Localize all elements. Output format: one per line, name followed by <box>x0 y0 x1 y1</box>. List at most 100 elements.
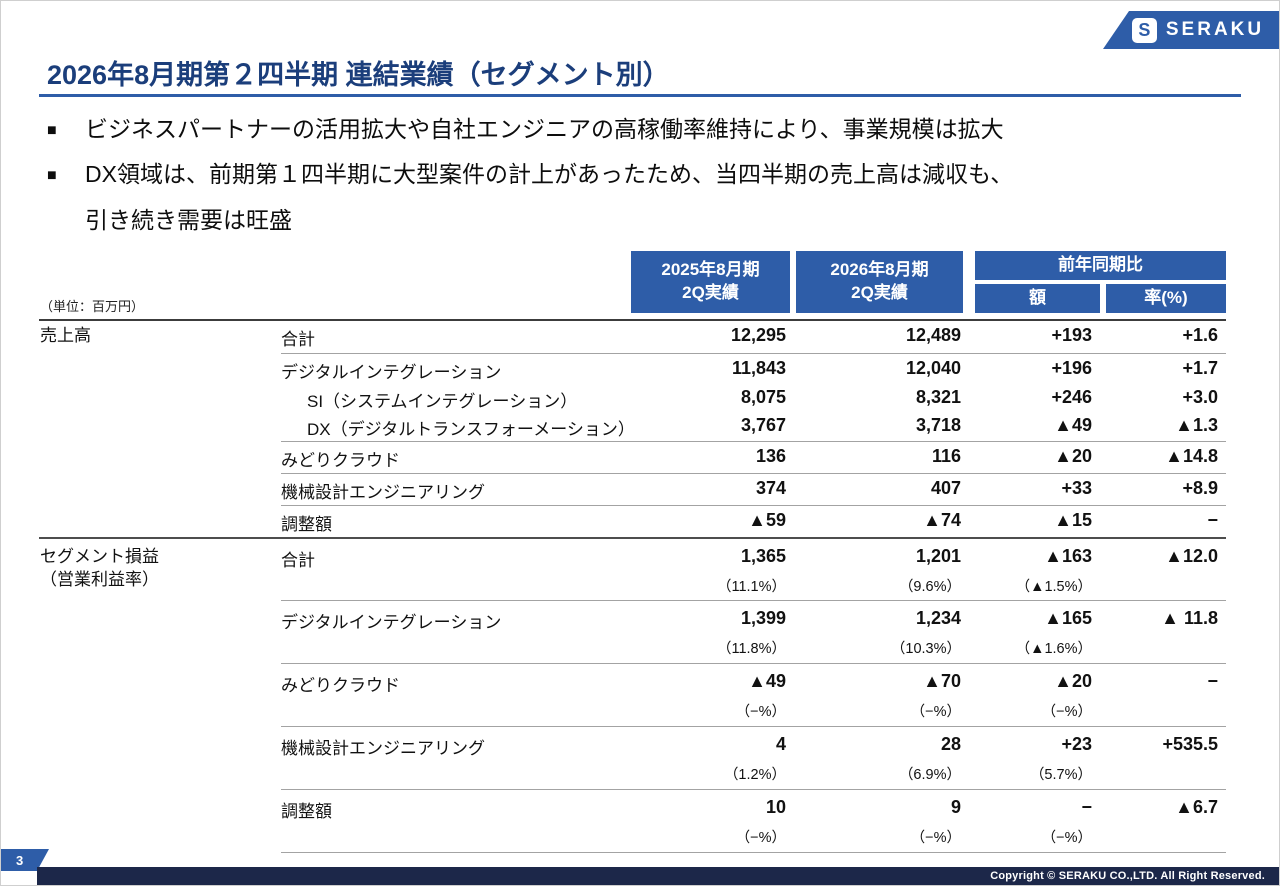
row-value: 10 （−%） <box>631 789 796 852</box>
table-row: 調整額 10 （−%） 9 （−%） − （−%） ▲6.7 <box>39 789 1226 852</box>
value-number: 12,295 <box>730 325 786 345</box>
row-value: − <box>1106 663 1226 726</box>
row-value: − <box>1106 505 1226 537</box>
value-number: 116 <box>931 446 961 466</box>
row-value: ▲74 <box>796 505 969 537</box>
row-group-label <box>39 505 281 537</box>
row-value: 12,040 <box>796 353 969 385</box>
value-margin-rate: （−%） <box>910 704 961 720</box>
col-header-yoy: 前年同期比 <box>975 251 1226 280</box>
value-number: 9 <box>950 797 961 817</box>
table-row: 機械設計エンジニアリング 4 （1.2%） 28 （6.9%） +23 （5.7%） +535… <box>39 726 1226 789</box>
row-group-label: 売上高 <box>40 326 91 345</box>
page-title: 2026年8月期第２四半期 連結業績（セグメント別） <box>47 60 670 90</box>
row-value: 1,234 （10.3%） <box>796 600 969 663</box>
value-number: 10 <box>765 797 786 817</box>
value-number: ▲49 <box>1054 415 1092 435</box>
col-header-2025-line2: 2Q実績 <box>682 283 739 302</box>
row-value: 11,843 <box>631 353 796 385</box>
row-group-label <box>39 789 281 852</box>
bullet-item: ■ ビジネスパートナーの活用拡大や自社エンジニアの高稼働率維持により、事業規模は拡… <box>47 113 1227 146</box>
row-value: 3,718 <box>796 413 969 441</box>
value-number: 28 <box>940 734 961 754</box>
row-value: ▲59 <box>631 505 796 537</box>
value-margin-rate: （−%） <box>1041 704 1092 720</box>
row-label: 機械設計エンジニアリング <box>281 473 631 505</box>
bullet-item: 引き続き需要は旺盛 <box>47 204 1227 237</box>
col-header-2025-line1: 2025年8月期 <box>661 260 760 280</box>
row-value: ▲ 11.8 <box>1106 600 1226 663</box>
table-row: デジタルインテグレーション 1,399 （11.8%） 1,234 （10.3%） ▲16… <box>39 600 1226 663</box>
row-label: 調整額 <box>281 789 631 852</box>
logo-text: SERAKU <box>1165 19 1265 40</box>
row-group-label <box>39 441 281 473</box>
value-number: 3,718 <box>915 415 961 435</box>
value-number: 4 <box>775 734 786 754</box>
row-value: ▲49 （−%） <box>631 663 796 726</box>
row-value: +3.0 <box>1106 385 1226 413</box>
value-number: 136 <box>755 446 786 466</box>
value-number: ▲74 <box>923 510 961 530</box>
value-number: ▲70 <box>923 671 961 691</box>
table-row: デジタルインテグレーション 11,843 12,040 +196 +1.7 <box>39 353 1226 385</box>
value-margin-rate: （▲1.6%） <box>1015 641 1092 657</box>
row-group-label <box>39 353 281 385</box>
table-row: みどりクラウド ▲49 （−%） ▲70 （−%） ▲20 （−%） − <box>39 663 1226 726</box>
value-number: 12,489 <box>905 325 961 345</box>
value-number: ▲165 <box>1044 608 1092 628</box>
row-value: 1,399 （11.8%） <box>631 600 796 663</box>
row-value: 407 <box>796 473 969 505</box>
value-margin-rate: （10.3%） <box>890 641 961 657</box>
row-value: +196 <box>969 353 1106 385</box>
row-label: 機械設計エンジニアリング <box>281 726 631 789</box>
value-number: +196 <box>1051 358 1092 378</box>
table-row: みどりクラウド 136 116 ▲20 ▲14.8 <box>39 441 1226 473</box>
value-number: 374 <box>755 478 786 498</box>
row-value: ▲12.0 <box>1106 537 1226 600</box>
footer-bar: Copyright © SERAKU CO.,LTD. All Right Re… <box>37 867 1279 885</box>
page-number: 3 <box>1 849 49 871</box>
col-header-2025: 2025年8月期 2Q実績 <box>631 251 790 313</box>
row-value: ▲49 <box>969 413 1106 441</box>
row-label: DX（デジタルトランスフォーメーション） <box>307 420 635 439</box>
row-value: 12,295 <box>631 321 796 353</box>
row-group-label <box>39 473 281 505</box>
value-number: − <box>1207 510 1218 530</box>
row-group-label <box>39 726 281 789</box>
seraku-logo-icon: S <box>1131 17 1157 43</box>
row-value: ▲20 <box>969 441 1106 473</box>
value-number: ▲14.8 <box>1165 446 1218 466</box>
value-number: 1,234 <box>915 608 961 628</box>
bullet-marker-icon: ■ <box>47 167 57 185</box>
row-label: 合計 <box>281 537 631 600</box>
row-group-label: セグメント損益 （営業利益率） <box>39 537 281 600</box>
row-value: 12,489 <box>796 321 969 353</box>
col-header-yoy-amount: 額 <box>975 284 1100 313</box>
value-number: 1,201 <box>915 546 961 566</box>
row-value: 28 （6.9%） <box>796 726 969 789</box>
row-value: 1,201 （9.6%） <box>796 537 969 600</box>
row-group-label <box>39 663 281 726</box>
row-label: 調整額 <box>281 505 631 537</box>
row-value: ▲1.3 <box>1106 413 1226 441</box>
table-row: セグメント損益 （営業利益率） 合計 1,365 （11.1%） 1,201 （9.6%） ▲… <box>39 537 1226 600</box>
copyright-text: Copyright © SERAKU CO.,LTD. All Right Re… <box>990 870 1265 882</box>
bullet-item: ■ DX領域は、前期第１四半期に大型案件の計上があったため、当四半期の売上高は減収… <box>47 158 1227 191</box>
value-number: ▲ 11.8 <box>1161 608 1218 628</box>
row-value: − （−%） <box>969 789 1106 852</box>
row-value: ▲14.8 <box>1106 441 1226 473</box>
value-number: +1.7 <box>1182 358 1218 378</box>
value-margin-rate: （5.7%） <box>1029 767 1092 783</box>
value-number: ▲12.0 <box>1165 546 1218 566</box>
row-value: +1.7 <box>1106 353 1226 385</box>
row-value: ▲163 （▲1.5%） <box>969 537 1106 600</box>
row-value: ▲165 （▲1.6%） <box>969 600 1106 663</box>
row-label: デジタルインテグレーション <box>281 600 631 663</box>
row-label: みどりクラウド <box>281 663 631 726</box>
col-header-2026-line2: 2Q実績 <box>851 283 908 302</box>
value-margin-rate: （9.6%） <box>898 579 961 595</box>
bullet-text: ビジネスパートナーの活用拡大や自社エンジニアの高稼働率維持により、事業規模は拡大 <box>85 116 1004 142</box>
row-value: +535.5 <box>1106 726 1226 789</box>
row-value: +8.9 <box>1106 473 1226 505</box>
